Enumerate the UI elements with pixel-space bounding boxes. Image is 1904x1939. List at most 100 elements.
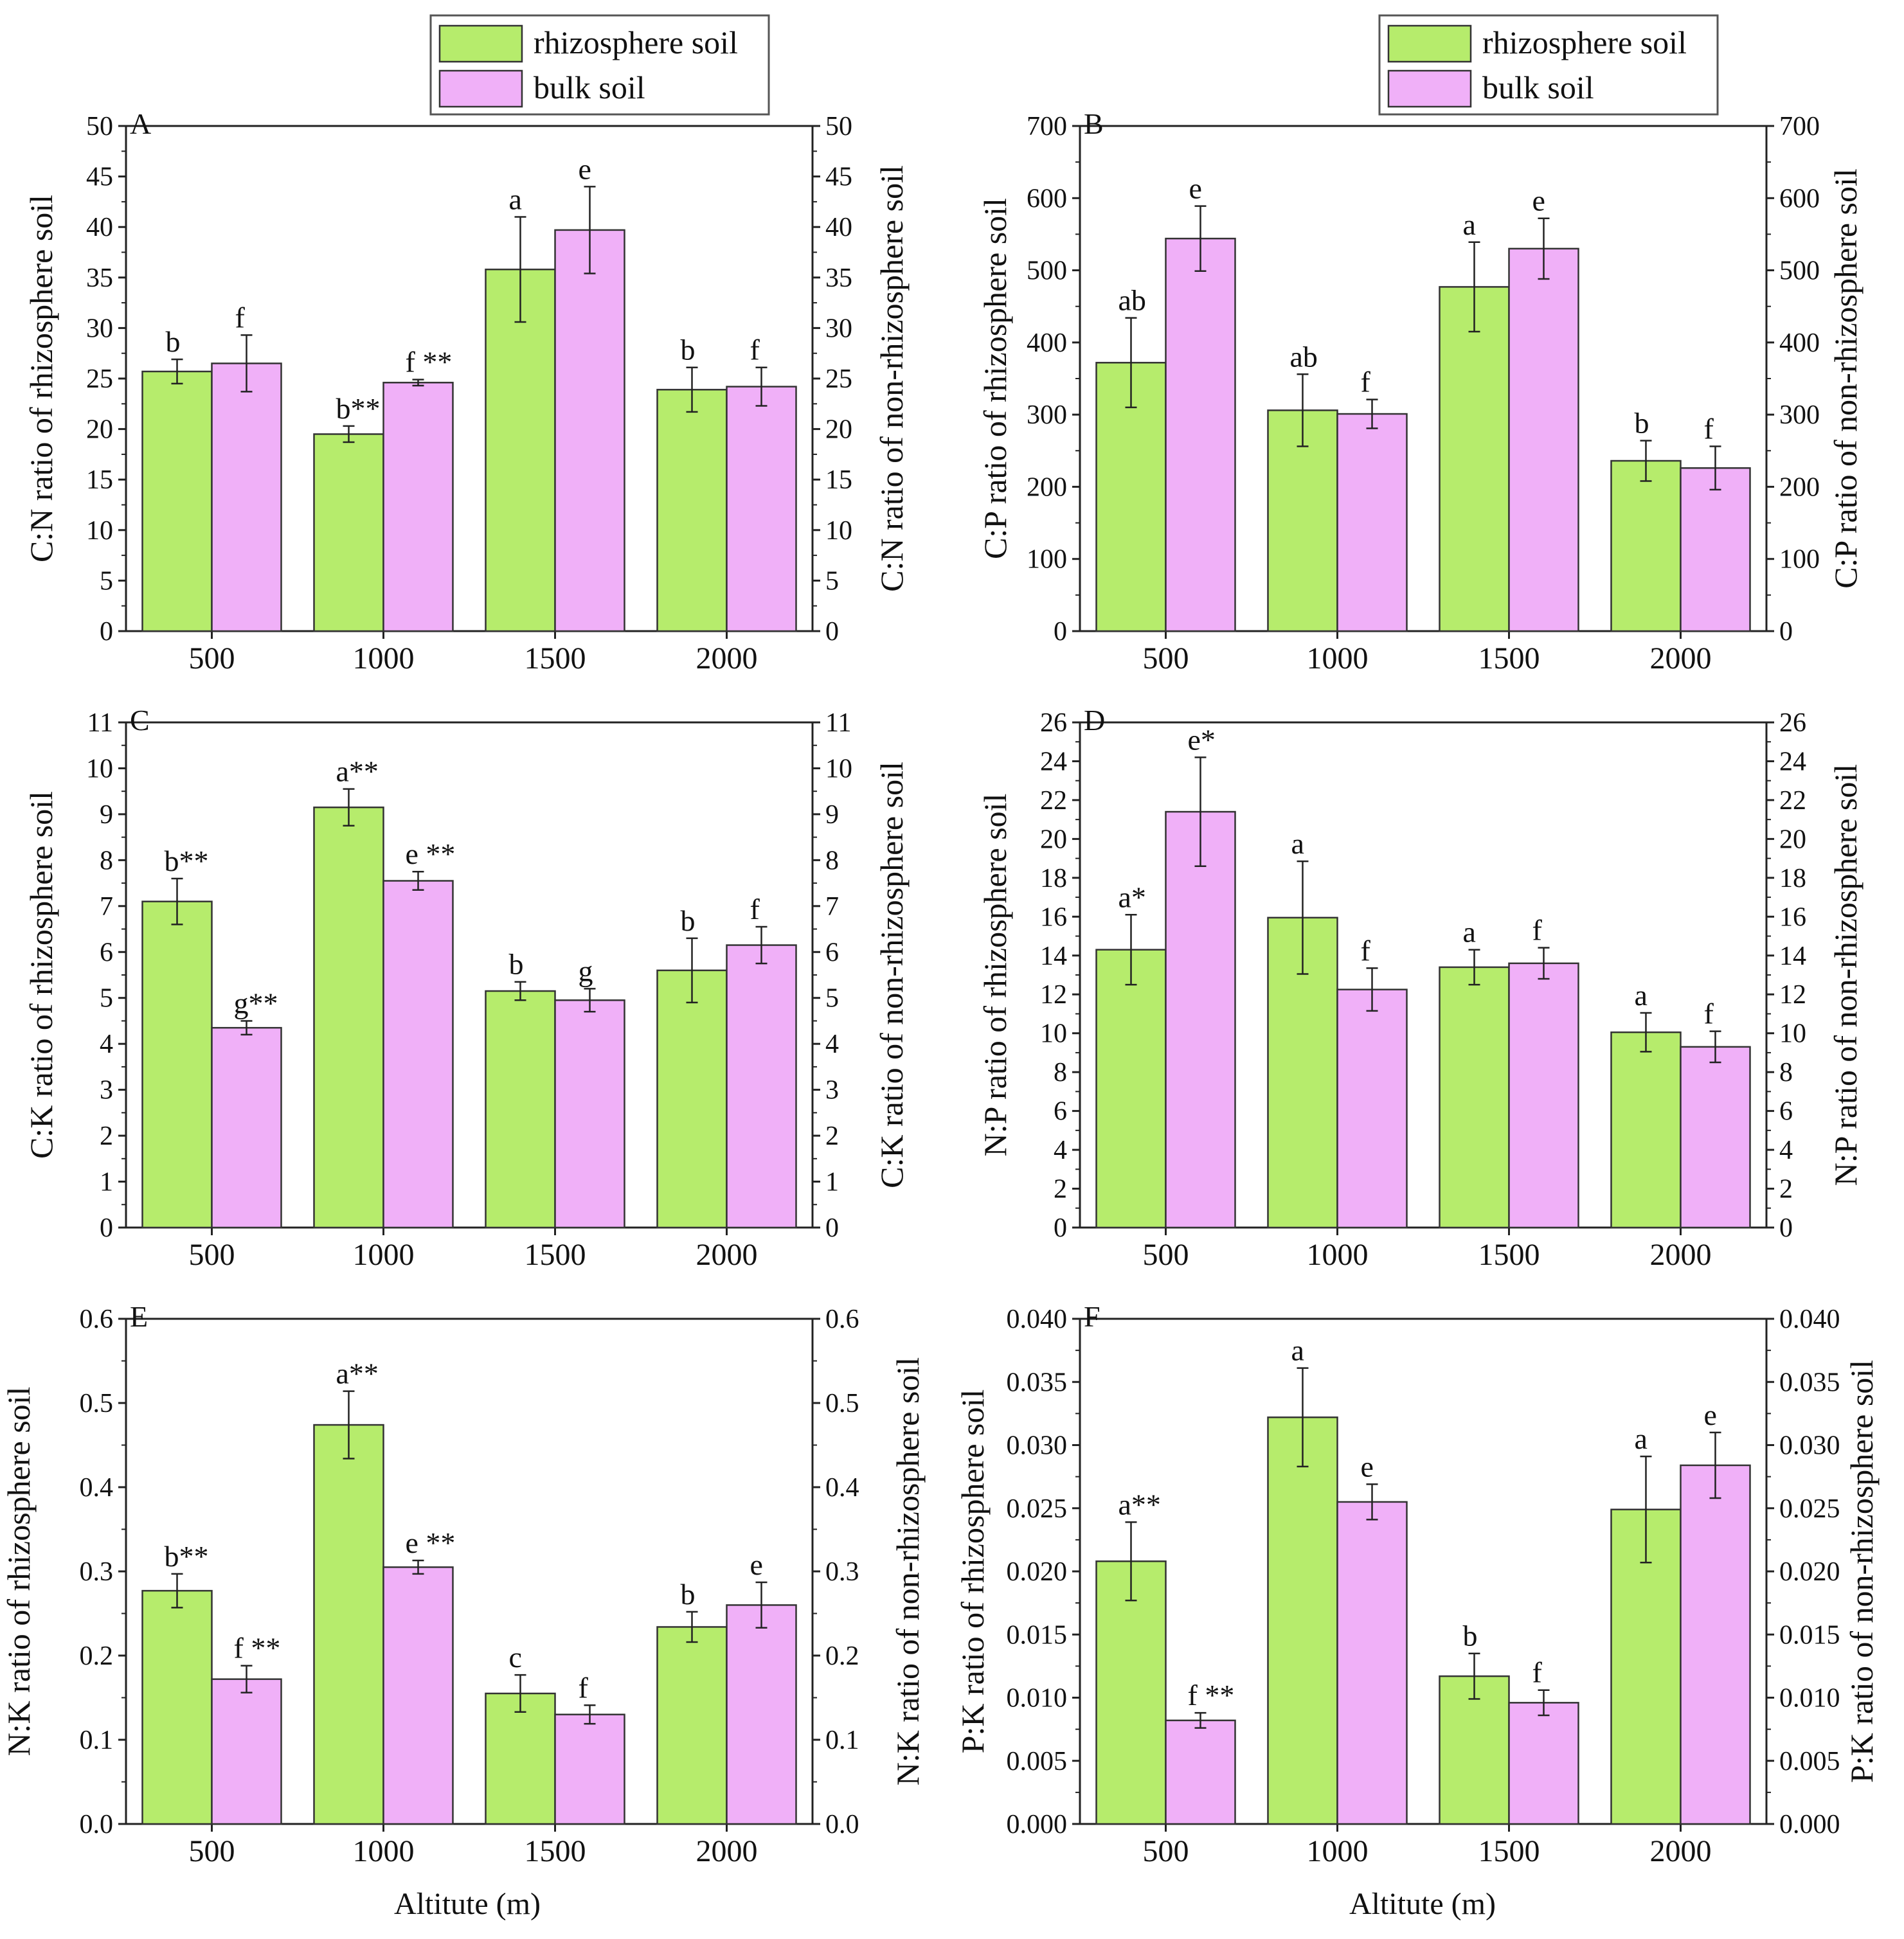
bar-bulk-2000 (1680, 1046, 1751, 1229)
bar-bulk-1500 (554, 229, 625, 632)
y-tick-label-left: 5 (100, 566, 113, 596)
y-tick-label-left: 50 (86, 112, 113, 141)
y-tick-label-left: 18 (1040, 864, 1067, 893)
bar-bulk-1000 (1336, 988, 1408, 1229)
legend-label: rhizosphere soil (1482, 24, 1687, 60)
y-tick-label-right: 0.1 (825, 1726, 859, 1755)
bar-bulk-2000 (726, 386, 797, 632)
significance-label: a** (336, 1357, 379, 1390)
y-tick-label-left: 8 (1054, 1058, 1067, 1087)
y-tick-label-left: 20 (1040, 825, 1067, 854)
significance-label: f ** (406, 346, 453, 379)
x-tick-label: 1500 (1478, 641, 1540, 675)
significance-label: f ** (234, 1632, 281, 1665)
bar-bulk-2000 (726, 944, 797, 1229)
y-tick-label-right: 25 (825, 364, 852, 394)
x-tick-label: 1500 (1478, 1834, 1540, 1868)
y-tick-label-right: 1 (825, 1168, 839, 1197)
panel-b: B 0 0 100 100 200 200 300 300 400 400 500 500 600 600 7… (977, 107, 1864, 675)
y-tick-label-left: 10 (86, 516, 113, 546)
y-tick-label-right: 22 (1779, 786, 1806, 816)
significance-label: g (579, 954, 593, 987)
bar-rhizosphere-500 (1095, 949, 1167, 1229)
legend-swatch (1387, 24, 1472, 63)
y-tick-label-right: 12 (1779, 980, 1806, 1010)
y-axis-title-left: C:N ratio of rhizosphere soil (23, 195, 59, 562)
y-tick-label-right: 0.000 (1779, 1810, 1840, 1839)
y-tick-label-right: 0.020 (1779, 1557, 1840, 1587)
y-tick-label-left: 0.3 (80, 1557, 114, 1587)
x-tick-label: 1500 (1478, 1238, 1540, 1272)
y-tick-label-right: 26 (1779, 708, 1806, 738)
significance-label: b (681, 1578, 696, 1611)
y-tick-label-right: 0 (825, 1213, 839, 1243)
y-axis-title-right: C:P ratio of non-rhizosphere soil (1828, 168, 1864, 589)
significance-label: a* (1118, 880, 1146, 913)
significance-label: b (1635, 407, 1649, 440)
bar-rhizosphere-2000 (1610, 460, 1682, 632)
y-tick-label-left: 500 (1027, 256, 1067, 286)
x-tick-label: 1000 (353, 1834, 415, 1868)
bar-rhizosphere-500 (141, 1589, 213, 1825)
y-tick-label-right: 100 (1779, 545, 1820, 575)
significance-label: a (1635, 1422, 1648, 1455)
y-tick-label-right: 700 (1779, 112, 1820, 141)
x-tick-label: 1000 (353, 1238, 415, 1272)
y-tick-label-left: 26 (1040, 708, 1067, 738)
x-tick-label: 500 (189, 641, 235, 675)
bar-rhizosphere-1500 (485, 268, 556, 632)
significance-label: b (681, 904, 696, 937)
bar-bulk-1000 (382, 880, 454, 1229)
y-tick-label-left: 8 (100, 846, 113, 875)
y-tick-label-right: 4 (1779, 1136, 1793, 1165)
y-tick-label-left: 16 (1040, 902, 1067, 932)
x-tick-label: 500 (189, 1834, 235, 1868)
bar-bulk-2000 (1680, 467, 1751, 632)
significance-label: f (1361, 934, 1371, 967)
y-tick-label-right: 400 (1779, 328, 1820, 358)
significance-label: b** (165, 844, 209, 877)
y-tick-label-right: 200 (1779, 472, 1820, 502)
bar-bulk-1000 (1336, 1501, 1408, 1825)
bar-rhizosphere-1500 (1439, 1675, 1510, 1825)
y-tick-label-left: 10 (1040, 1019, 1067, 1049)
significance-label: e ** (406, 837, 456, 870)
x-tick-label: 1000 (353, 641, 415, 675)
y-tick-label-right: 4 (825, 1030, 839, 1059)
y-tick-label-left: 0.2 (80, 1641, 114, 1671)
bar-bulk-1500 (554, 1713, 625, 1825)
significance-label: a** (1118, 1488, 1161, 1521)
y-tick-label-right: 0.3 (825, 1557, 859, 1587)
panel-letter: E (130, 1300, 148, 1333)
y-axis-title-left: N:K ratio of rhizosphere soil (1, 1387, 37, 1756)
y-tick-label-left: 700 (1027, 112, 1067, 141)
y-tick-label-right: 10 (1779, 1019, 1806, 1049)
y-tick-label-right: 2 (825, 1121, 839, 1151)
significance-label: e (1189, 172, 1202, 205)
y-tick-label-right: 7 (825, 892, 839, 922)
significance-label: b** (336, 392, 381, 425)
x-tick-label: 2000 (696, 641, 758, 675)
y-tick-label-left: 0 (100, 1213, 113, 1243)
x-tick-label: 2000 (1650, 1834, 1712, 1868)
y-tick-label-right: 0.030 (1779, 1431, 1840, 1461)
significance-label: b (1463, 1620, 1478, 1652)
y-tick-label-left: 1 (100, 1168, 113, 1197)
y-tick-label-right: 10 (825, 516, 852, 546)
y-tick-label-right: 40 (825, 213, 852, 242)
significance-label: ab (1290, 340, 1318, 373)
bar-bulk-2000 (1680, 1464, 1751, 1825)
y-tick-label-right: 9 (825, 800, 839, 830)
bar-rhizosphere-2000 (656, 1626, 728, 1825)
y-tick-label-right: 5 (825, 984, 839, 1014)
y-tick-label-right: 0.2 (825, 1641, 859, 1671)
y-tick-label-left: 0.025 (1007, 1494, 1068, 1524)
x-tick-label: 1000 (1307, 1238, 1369, 1272)
y-tick-label-right: 0.035 (1779, 1368, 1840, 1397)
x-tick-label: 1000 (1307, 641, 1369, 675)
bar-bulk-1500 (1508, 962, 1579, 1229)
bar-bulk-1000 (382, 1566, 454, 1825)
y-tick-label-left: 100 (1027, 545, 1067, 575)
significance-label: f (235, 301, 246, 334)
panel-letter: C (130, 704, 150, 737)
